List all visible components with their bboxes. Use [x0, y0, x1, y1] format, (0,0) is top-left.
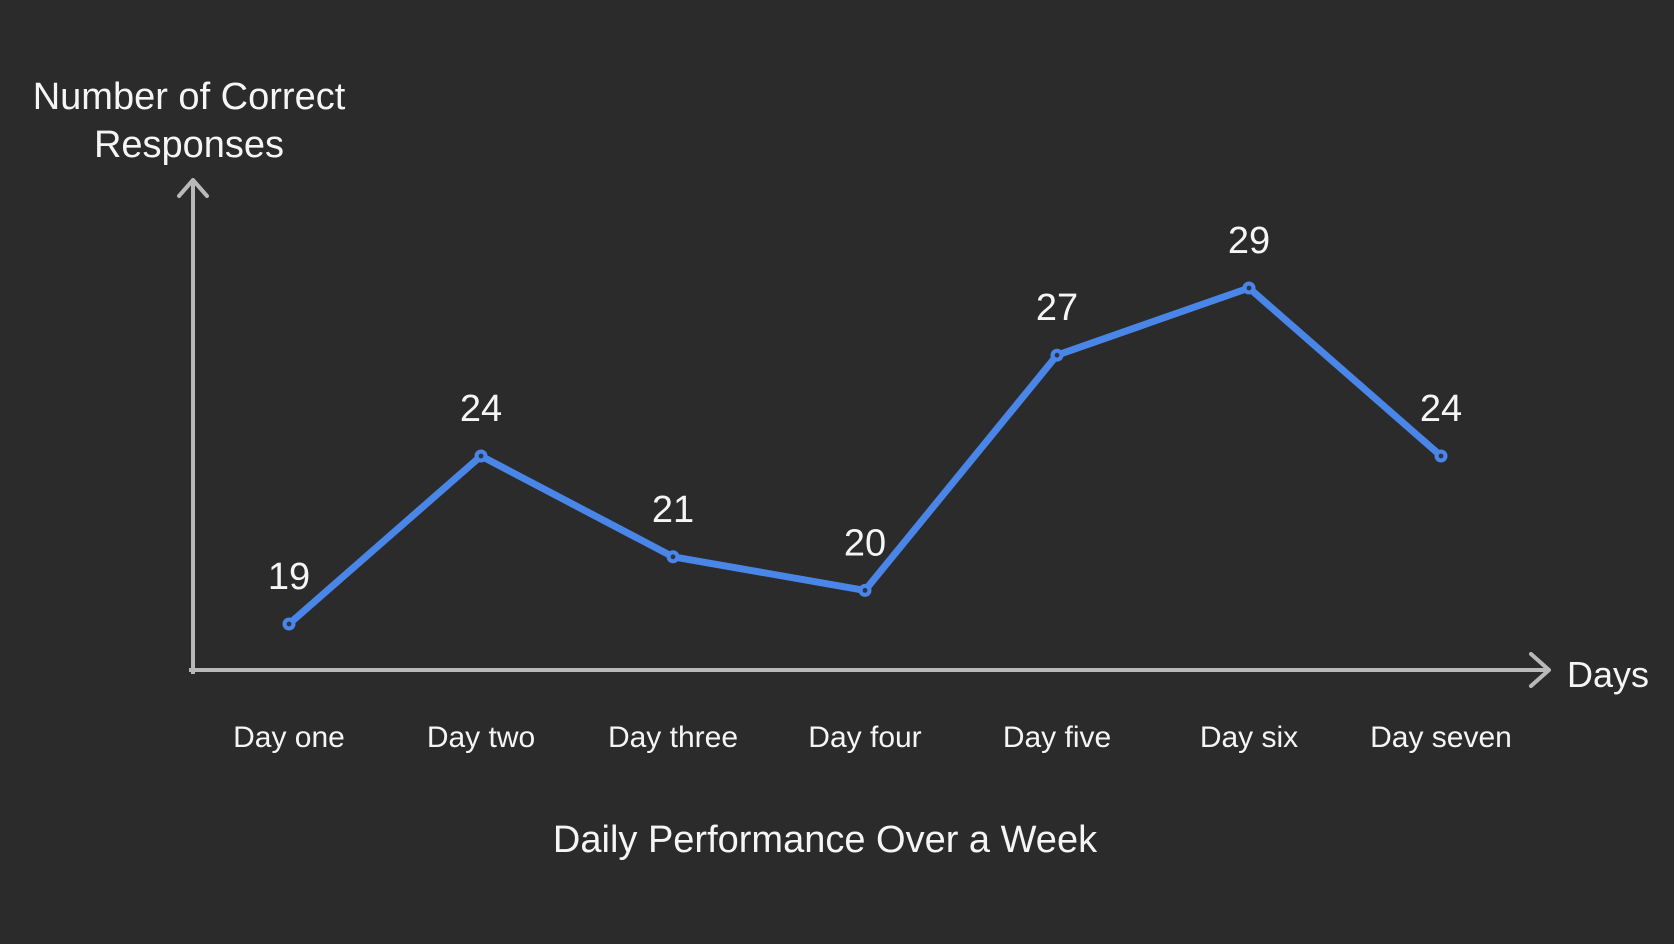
data-point-core: [862, 588, 868, 593]
data-point-value-label: 20: [844, 522, 886, 564]
series-line: [285, 284, 1445, 628]
data-series: [282, 281, 1448, 631]
category-label: Day six: [1200, 721, 1298, 754]
category-label: Day four: [808, 721, 921, 754]
data-point-core: [286, 621, 292, 627]
data-point-value-label: 24: [460, 388, 502, 430]
data-point-value-label: 19: [268, 556, 310, 598]
y-axis-title-line1: Number of Correct: [33, 76, 346, 118]
data-point-core: [1438, 453, 1444, 459]
y-axis-arrow-icon: [177, 178, 209, 198]
data-point-value-label: 27: [1036, 287, 1078, 329]
category-label: Day two: [427, 721, 535, 754]
data-point-core: [670, 554, 676, 560]
category-label: Day five: [1003, 721, 1111, 754]
category-label: Day one: [233, 721, 345, 754]
data-point-core: [1054, 352, 1060, 358]
data-point-core: [478, 453, 484, 459]
x-axis-title: Days: [1567, 654, 1649, 695]
y-axis-title-line2: Responses: [94, 124, 284, 166]
category-labels: Day one Day two Day three Day four Day five D…: [233, 721, 1512, 754]
x-axis-arrow-icon: [1529, 652, 1551, 688]
category-label: Day seven: [1370, 721, 1512, 754]
data-point-value-label: 29: [1228, 220, 1270, 262]
chart-title: Daily Performance Over a Week: [553, 819, 1098, 861]
axes: [177, 178, 1551, 688]
data-point-value-label: 21: [652, 489, 694, 531]
category-label: Day three: [608, 721, 738, 754]
data-point-core: [1246, 285, 1252, 291]
data-point-value-label: 24: [1420, 388, 1462, 430]
value-labels: 19 24 21 20 27 29 24: [268, 220, 1462, 598]
